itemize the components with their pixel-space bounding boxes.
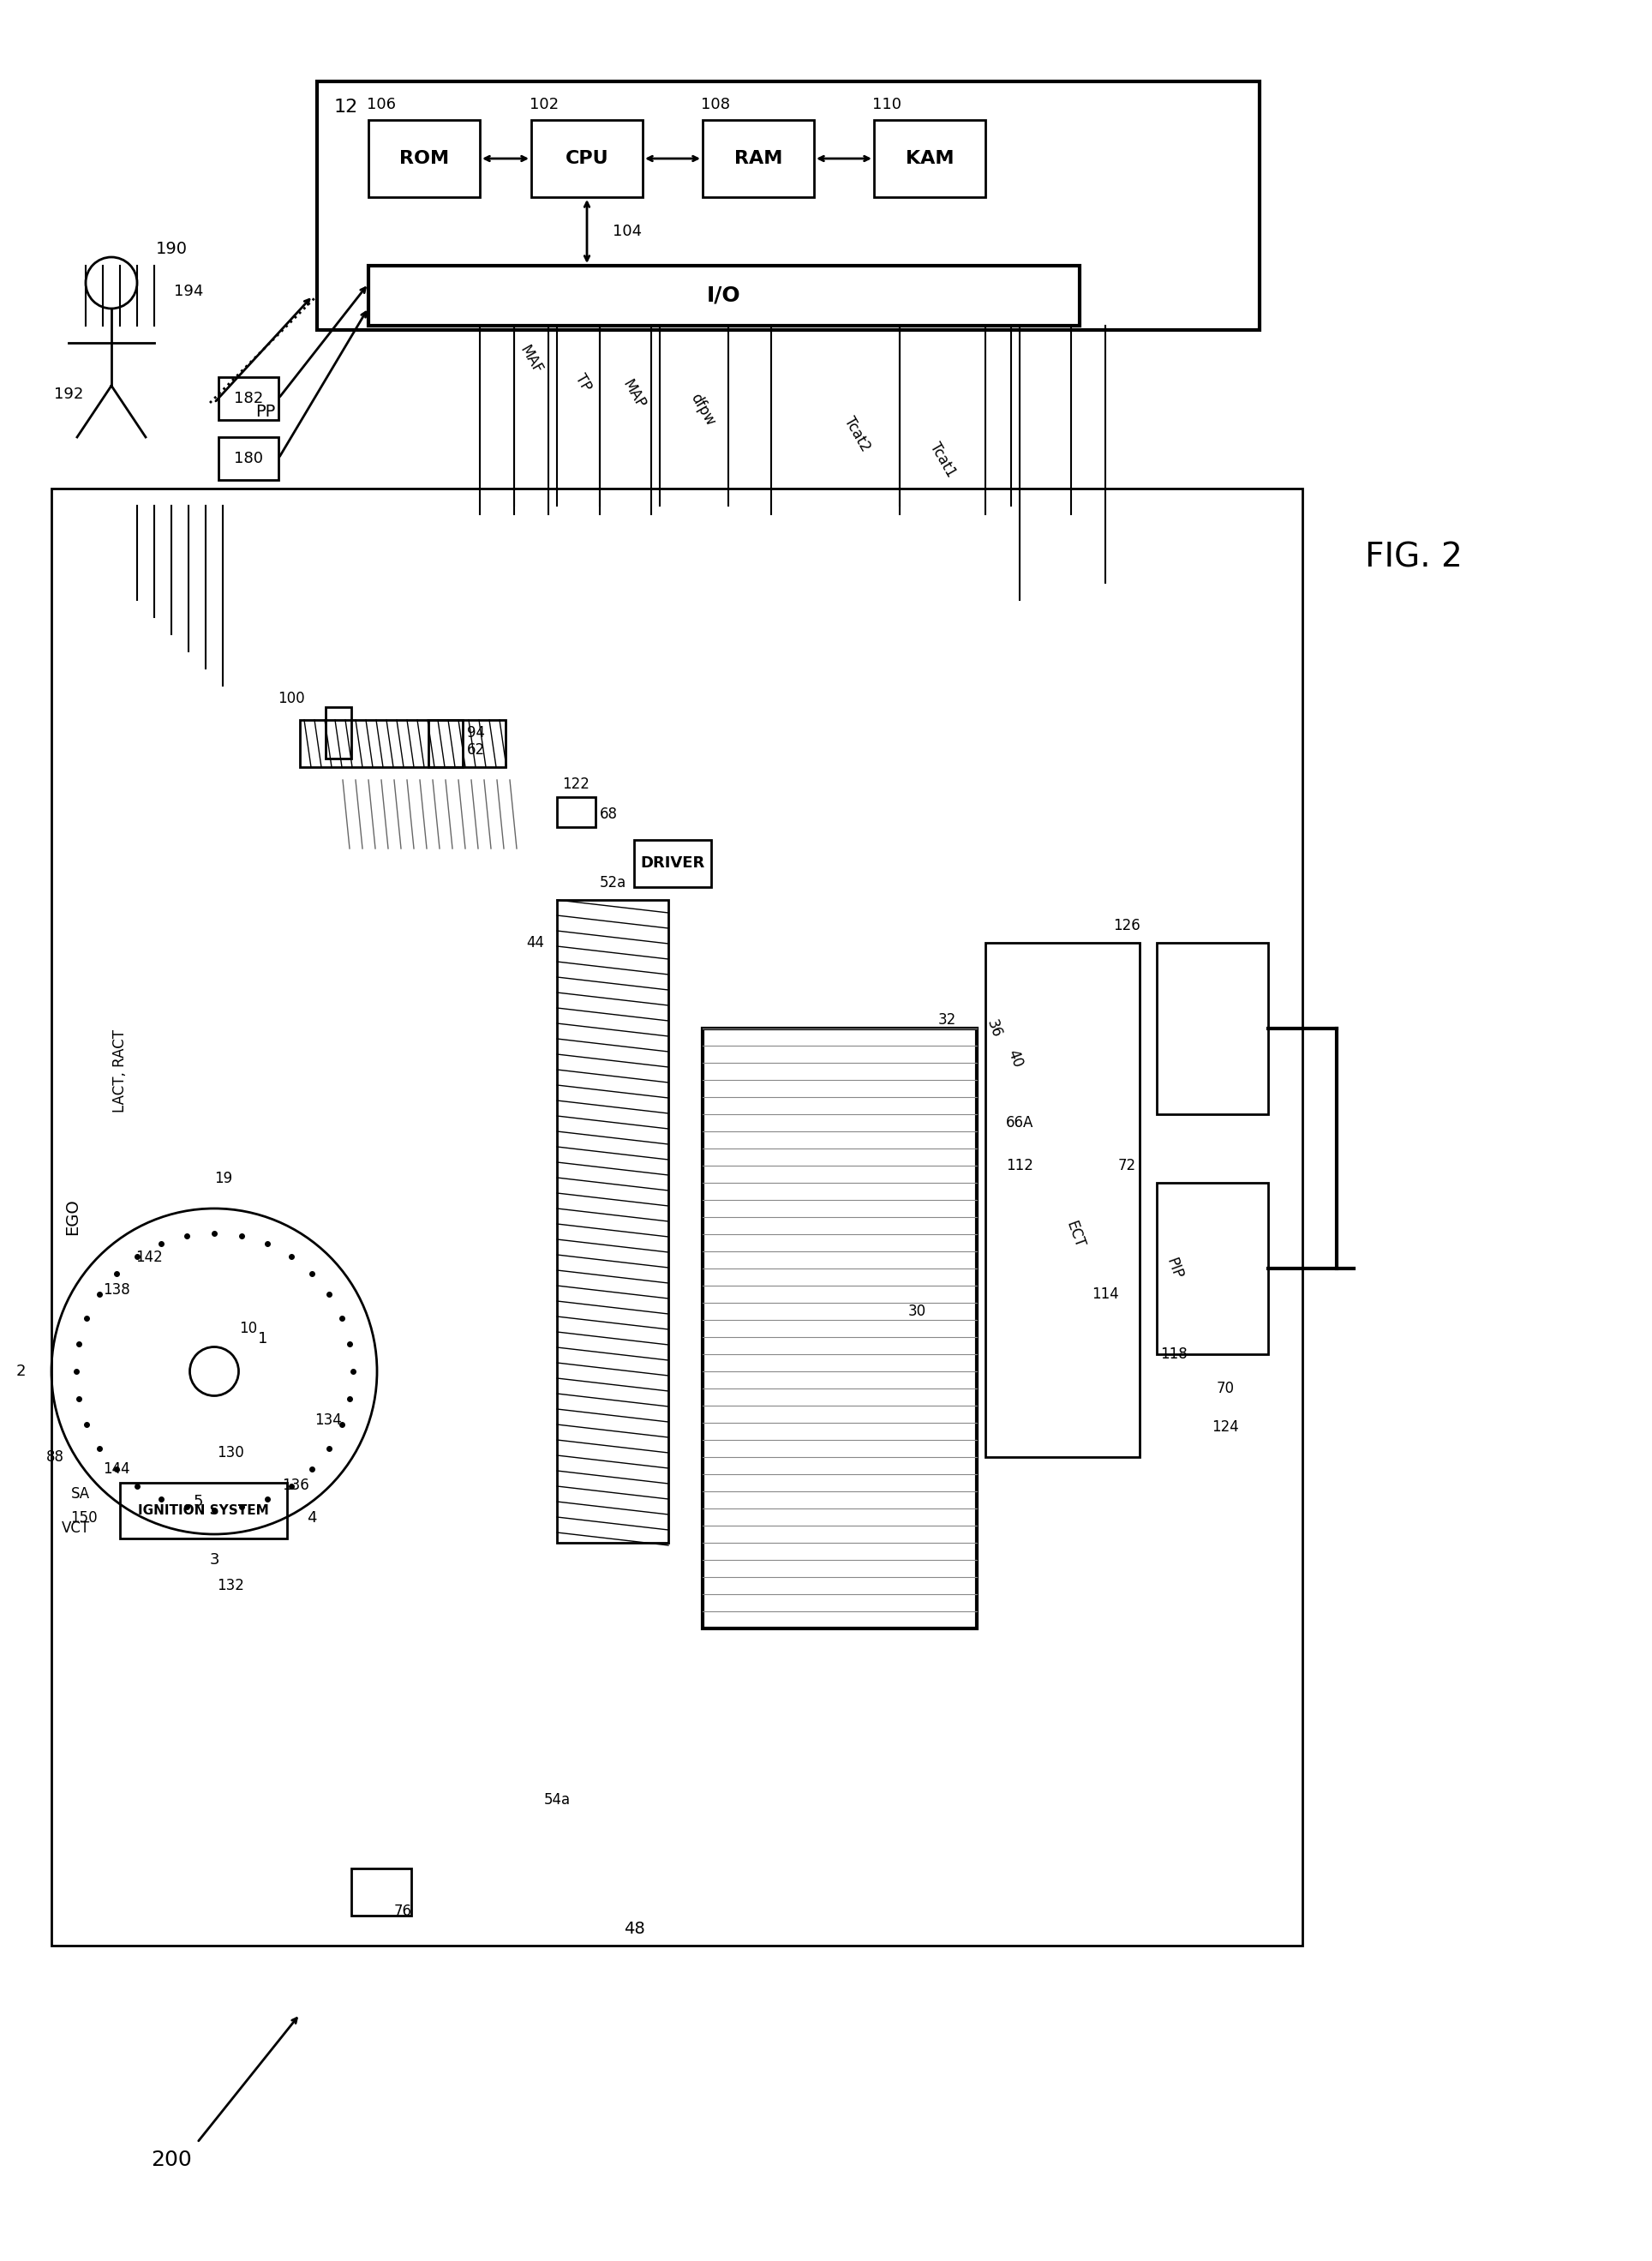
Text: 126: 126 [1113, 918, 1140, 934]
Bar [368, 267, 1080, 326]
Text: Tcat1: Tcat1 [927, 441, 958, 479]
Bar [557, 900, 669, 1542]
Text: 194: 194 [173, 283, 203, 298]
Text: 132: 132 [216, 1578, 244, 1594]
Text: 54a: 54a [544, 1793, 570, 1807]
Text: 182: 182 [235, 391, 263, 407]
Text: CPU: CPU [565, 149, 608, 167]
Text: 30: 30 [909, 1305, 925, 1318]
Text: PIP: PIP [1163, 1255, 1184, 1282]
Text: 72: 72 [1118, 1158, 1137, 1173]
Bar [368, 120, 479, 197]
Text: ROM: ROM [400, 149, 449, 167]
Text: 124: 124 [1211, 1420, 1239, 1436]
Bar [1156, 943, 1269, 1115]
Text: 118: 118 [1160, 1348, 1188, 1361]
Text: PP: PP [256, 402, 276, 421]
Bar [325, 708, 352, 757]
Bar [121, 1483, 287, 1537]
Text: I/O: I/O [707, 285, 742, 305]
Text: LACT, RACT: LACT, RACT [112, 1029, 127, 1112]
Text: FIG. 2: FIG. 2 [1365, 540, 1462, 574]
Text: 19: 19 [215, 1171, 233, 1187]
Text: IGNITION SYSTEM: IGNITION SYSTEM [139, 1504, 269, 1517]
Text: 2: 2 [17, 1363, 26, 1379]
Text: 100: 100 [278, 692, 306, 705]
Text: 12: 12 [334, 99, 358, 115]
Text: 102: 102 [530, 97, 558, 113]
Text: 48: 48 [623, 1920, 644, 1938]
Text: 52a: 52a [600, 875, 626, 891]
Text: 200: 200 [150, 2150, 192, 2171]
Text: 192: 192 [55, 387, 83, 402]
Text: 110: 110 [872, 97, 902, 113]
Text: TP: TP [572, 371, 593, 393]
Bar [702, 1029, 976, 1628]
Text: 144: 144 [102, 1461, 131, 1476]
Text: SA: SA [71, 1485, 89, 1501]
Text: 180: 180 [235, 450, 263, 466]
Text: RAM: RAM [733, 149, 783, 167]
Bar [218, 378, 279, 421]
Text: 88: 88 [46, 1449, 64, 1465]
Text: KAM: KAM [905, 149, 953, 167]
Bar [985, 943, 1140, 1456]
Text: MAF: MAF [517, 344, 545, 378]
Text: dfpw: dfpw [687, 391, 719, 430]
Bar [317, 81, 1259, 330]
Text: 112: 112 [1006, 1158, 1032, 1173]
Text: 104: 104 [613, 224, 643, 240]
Bar [702, 120, 814, 197]
Text: 66A: 66A [1006, 1115, 1034, 1130]
Text: MAP: MAP [620, 378, 649, 412]
Text: 70: 70 [1216, 1381, 1234, 1397]
Text: 106: 106 [367, 97, 396, 113]
Text: 94: 94 [466, 726, 484, 742]
Text: 108: 108 [700, 97, 730, 113]
Bar [1156, 1183, 1269, 1354]
Text: 5: 5 [193, 1495, 203, 1510]
Bar [428, 719, 463, 766]
Text: 130: 130 [216, 1445, 244, 1461]
Bar [874, 120, 985, 197]
Text: VCT: VCT [61, 1519, 89, 1535]
Bar [634, 839, 710, 886]
Bar [352, 1868, 411, 1915]
Bar [218, 436, 279, 479]
Bar [301, 719, 506, 766]
Text: 3: 3 [210, 1553, 220, 1567]
Bar [557, 798, 595, 828]
Text: 68: 68 [600, 807, 618, 823]
Text: 142: 142 [135, 1250, 162, 1266]
Bar [532, 120, 643, 197]
Text: 114: 114 [1092, 1287, 1118, 1302]
Text: EGO: EGO [64, 1198, 81, 1235]
Text: 76: 76 [393, 1904, 411, 1920]
Text: 40: 40 [1004, 1047, 1026, 1069]
Text: 138: 138 [102, 1282, 131, 1298]
Text: 122: 122 [562, 776, 590, 791]
Text: 1: 1 [258, 1332, 268, 1348]
Text: Tcat2: Tcat2 [841, 414, 872, 454]
Text: 190: 190 [155, 240, 187, 258]
Text: 134: 134 [314, 1413, 342, 1429]
Text: 44: 44 [525, 936, 544, 950]
Text: 36: 36 [983, 1017, 1004, 1040]
Text: 136: 136 [282, 1479, 309, 1492]
Text: 150: 150 [71, 1510, 97, 1526]
Text: 62: 62 [466, 742, 484, 757]
Text: ECT: ECT [1064, 1219, 1087, 1250]
Bar [51, 488, 1302, 1947]
Text: 4: 4 [307, 1510, 317, 1526]
Text: 10: 10 [240, 1320, 258, 1336]
Text: DRIVER: DRIVER [641, 857, 705, 870]
Text: 32: 32 [938, 1013, 957, 1029]
